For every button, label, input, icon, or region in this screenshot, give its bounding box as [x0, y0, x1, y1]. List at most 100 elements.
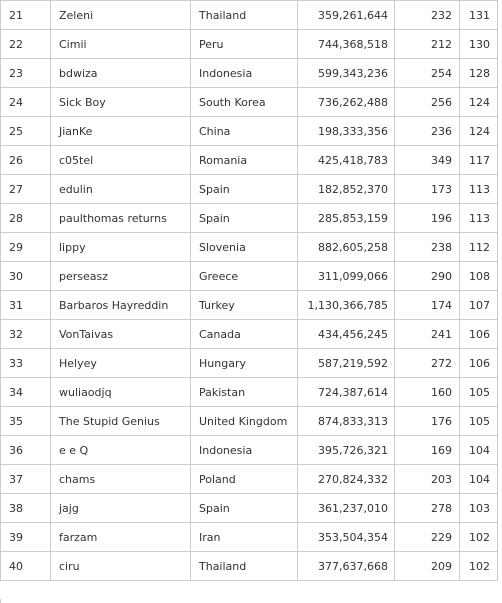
rank-cell: 36: [0, 435, 51, 465]
table-row: 37 chams Poland 270,824,332 203 104: [0, 464, 498, 494]
player-name-cell: lippy: [50, 232, 191, 262]
score-cell: 724,387,614: [297, 377, 395, 407]
rank-cell: 37: [0, 464, 51, 494]
table-row: 30 perseasz Greece 311,099,066 290 108: [0, 261, 498, 291]
stat-a-cell: 290: [394, 261, 460, 291]
stat-a-cell: 176: [394, 406, 460, 436]
table-row: 32 VonTaivas Canada 434,456,245 241 106: [0, 319, 498, 349]
table-row: 22 Cimii Peru 744,368,518 212 130: [0, 29, 498, 59]
score-cell: 1,130,366,785: [297, 290, 395, 320]
player-name-cell: The Stupid Genius: [50, 406, 191, 436]
rank-cell: 25: [0, 116, 51, 146]
player-name-cell: jajg: [50, 493, 191, 523]
player-name-cell: chams: [50, 464, 191, 494]
player-name-cell: Barbaros Hayreddin: [50, 290, 191, 320]
rank-cell: 40: [0, 551, 51, 581]
rank-cell: 23: [0, 58, 51, 88]
table-row: 23 bdwiza Indonesia 599,343,236 254 128: [0, 58, 498, 88]
player-name-cell: Zeleni: [50, 0, 191, 30]
score-cell: 434,456,245: [297, 319, 395, 349]
score-cell: 395,726,321: [297, 435, 395, 465]
country-cell: Poland: [190, 464, 298, 494]
stat-a-cell: 174: [394, 290, 460, 320]
rank-cell: 26: [0, 145, 51, 175]
stat-b-cell: 105: [459, 377, 498, 407]
country-cell: United Kingdom: [190, 406, 298, 436]
rank-cell: 39: [0, 522, 51, 552]
stat-a-cell: 160: [394, 377, 460, 407]
table-row: 21 Zeleni Thailand 359,261,644 232 131: [0, 0, 498, 30]
stat-a-cell: 254: [394, 58, 460, 88]
stat-a-cell: 232: [394, 0, 460, 30]
country-cell: Peru: [190, 29, 298, 59]
table-row: 33 Helyey Hungary 587,219,592 272 106: [0, 348, 498, 378]
table-row: 36 e e Q Indonesia 395,726,321 169 104: [0, 435, 498, 465]
score-cell: 744,368,518: [297, 29, 395, 59]
rank-cell: 30: [0, 261, 51, 291]
stat-b-cell: 102: [459, 551, 498, 581]
country-cell: South Korea: [190, 87, 298, 117]
country-cell: Canada: [190, 319, 298, 349]
country-cell: Indonesia: [190, 58, 298, 88]
score-cell: 377,637,668: [297, 551, 395, 581]
rank-cell: 21: [0, 0, 51, 30]
score-cell: 198,333,356: [297, 116, 395, 146]
country-cell: Turkey: [190, 290, 298, 320]
stat-a-cell: 241: [394, 319, 460, 349]
player-name-cell: JianKe: [50, 116, 191, 146]
score-cell: 874,833,313: [297, 406, 395, 436]
table-row: 38 jajg Spain 361,237,010 278 103: [0, 493, 498, 523]
leaderboard-body: 21 Zeleni Thailand 359,261,644 232 131 22 Cimii…: [0, 0, 498, 581]
country-cell: Hungary: [190, 348, 298, 378]
table-row: 27 edulin Spain 182,852,370 173 113: [0, 174, 498, 204]
player-name-cell: VonTaivas: [50, 319, 191, 349]
rank-cell: 31: [0, 290, 51, 320]
rank-cell: 28: [0, 203, 51, 233]
score-cell: 270,824,332: [297, 464, 395, 494]
table-row: 25 JianKe China 198,333,356 236 124: [0, 116, 498, 146]
score-cell: 425,418,783: [297, 145, 395, 175]
country-cell: Spain: [190, 493, 298, 523]
country-cell: Thailand: [190, 551, 298, 581]
stat-a-cell: 169: [394, 435, 460, 465]
stat-b-cell: 106: [459, 348, 498, 378]
stat-b-cell: 113: [459, 174, 498, 204]
player-name-cell: c05tel: [50, 145, 191, 175]
stat-a-cell: 196: [394, 203, 460, 233]
leaderboard-table: 21 Zeleni Thailand 359,261,644 232 131 22 Cimii…: [0, 0, 498, 581]
stat-a-cell: 256: [394, 87, 460, 117]
table-row: 39 farzam Iran 353,504,354 229 102: [0, 522, 498, 552]
stat-a-cell: 349: [394, 145, 460, 175]
stat-a-cell: 238: [394, 232, 460, 262]
stat-b-cell: 102: [459, 522, 498, 552]
rank-cell: 38: [0, 493, 51, 523]
stat-a-cell: 173: [394, 174, 460, 204]
player-name-cell: e e Q: [50, 435, 191, 465]
rank-cell: 27: [0, 174, 51, 204]
player-name-cell: edulin: [50, 174, 191, 204]
score-cell: 311,099,066: [297, 261, 395, 291]
stat-b-cell: 108: [459, 261, 498, 291]
score-cell: 359,261,644: [297, 0, 395, 30]
table-continuation-edge: [0, 599, 497, 603]
player-name-cell: ciru: [50, 551, 191, 581]
stat-b-cell: 124: [459, 87, 498, 117]
stat-a-cell: 236: [394, 116, 460, 146]
stat-a-cell: 212: [394, 29, 460, 59]
table-row: 29 lippy Slovenia 882,605,258 238 112: [0, 232, 498, 262]
stat-b-cell: 106: [459, 319, 498, 349]
country-cell: Indonesia: [190, 435, 298, 465]
stat-b-cell: 104: [459, 464, 498, 494]
stat-a-cell: 272: [394, 348, 460, 378]
rank-cell: 34: [0, 377, 51, 407]
stat-b-cell: 107: [459, 290, 498, 320]
country-cell: Greece: [190, 261, 298, 291]
rank-cell: 33: [0, 348, 51, 378]
stat-b-cell: 131: [459, 0, 498, 30]
table-row: 31 Barbaros Hayreddin Turkey 1,130,366,785 1…: [0, 290, 498, 320]
rank-cell: 29: [0, 232, 51, 262]
country-cell: Thailand: [190, 0, 298, 30]
rank-cell: 22: [0, 29, 51, 59]
stat-b-cell: 105: [459, 406, 498, 436]
country-cell: Slovenia: [190, 232, 298, 262]
